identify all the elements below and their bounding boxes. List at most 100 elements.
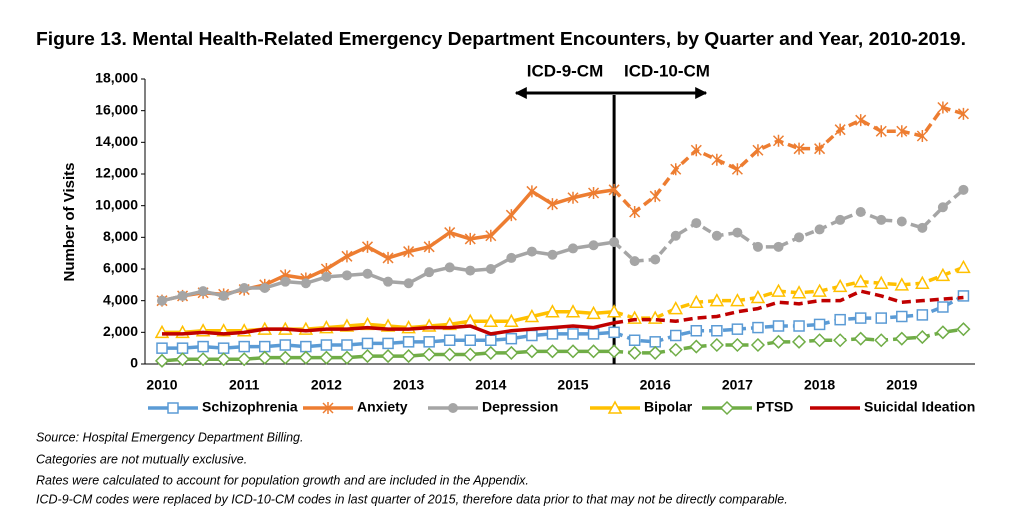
- legend-marker: [719, 400, 735, 416]
- point: [339, 350, 355, 365]
- point: [157, 295, 167, 306]
- x-tick-label: 2015: [557, 377, 588, 393]
- point: [382, 251, 394, 264]
- point: [771, 334, 786, 349]
- note: Source: Hospital Emergency Department Bi…: [36, 430, 303, 444]
- point: [216, 352, 231, 367]
- legend-label: Anxiety: [357, 399, 408, 415]
- point: [298, 350, 313, 365]
- point: [526, 185, 538, 198]
- point: [833, 333, 848, 348]
- point: [609, 237, 620, 248]
- point: [423, 240, 435, 253]
- note: Categories are not mutually exclusive.: [36, 452, 247, 466]
- point: [814, 224, 825, 235]
- series-line: [612, 105, 964, 214]
- point: [627, 345, 642, 360]
- point: [896, 125, 908, 138]
- point: [791, 285, 807, 299]
- x-tick-label: 2018: [804, 377, 835, 393]
- point: [711, 230, 722, 241]
- point: [772, 134, 785, 147]
- point: [607, 344, 622, 359]
- point: [341, 270, 352, 281]
- point: [874, 333, 889, 348]
- point: [300, 340, 312, 353]
- point: [177, 290, 188, 301]
- point: [689, 339, 704, 354]
- point: [711, 153, 723, 166]
- point: [545, 304, 560, 318]
- point: [547, 249, 558, 260]
- point: [423, 336, 435, 348]
- point: [403, 278, 414, 289]
- point: [565, 344, 581, 359]
- point: [709, 337, 724, 353]
- point: [608, 183, 620, 196]
- y-tick-label: 18,000: [95, 70, 138, 86]
- point: [956, 322, 971, 337]
- point: [360, 349, 375, 364]
- y-tick-label: 8,000: [103, 228, 138, 244]
- point: [793, 320, 805, 332]
- point: [154, 353, 170, 368]
- point: [834, 123, 846, 136]
- point: [545, 344, 560, 359]
- y-tick-label: 4,000: [103, 291, 138, 307]
- x-tick-label: 2011: [229, 377, 260, 393]
- point: [690, 144, 702, 157]
- series-line: [613, 289, 964, 325]
- point: [259, 340, 271, 353]
- point: [465, 265, 476, 276]
- y-tick-label: 14,000: [95, 133, 138, 149]
- point: [834, 313, 846, 326]
- point: [915, 275, 930, 289]
- point: [319, 350, 334, 365]
- point: [958, 184, 969, 195]
- point: [424, 267, 435, 278]
- series-line: [613, 327, 964, 355]
- point: [196, 352, 211, 367]
- point: [711, 325, 723, 337]
- point: [444, 226, 456, 239]
- point: [935, 325, 950, 340]
- point: [586, 344, 601, 359]
- point: [917, 222, 928, 233]
- point: [402, 336, 415, 348]
- point: [813, 318, 826, 331]
- x-tick-label: 2012: [311, 377, 342, 393]
- point: [444, 262, 455, 273]
- point: [506, 252, 517, 263]
- x-tick-label: 2019: [886, 377, 917, 393]
- point: [875, 312, 887, 324]
- point: [855, 114, 867, 127]
- point: [257, 350, 272, 365]
- point: [875, 125, 887, 138]
- legend-marker: [322, 402, 334, 414]
- point: [278, 350, 293, 365]
- legend-marker: [607, 400, 623, 414]
- point: [916, 309, 929, 321]
- y-tick-label: 16,000: [95, 101, 138, 117]
- point: [772, 320, 785, 332]
- note: Rates were calculated to account for pop…: [36, 473, 529, 487]
- point: [814, 142, 826, 155]
- point: [771, 283, 786, 297]
- point: [794, 232, 805, 243]
- series-line: [612, 188, 965, 263]
- y-tick-label: 2,000: [103, 323, 138, 339]
- point: [854, 312, 867, 324]
- point: [957, 107, 969, 120]
- point: [464, 232, 476, 245]
- y-tick-label: 6,000: [103, 260, 138, 276]
- point: [383, 276, 394, 287]
- annotation: ICD-9-CM: [527, 61, 604, 80]
- point: [730, 293, 745, 307]
- x-tick-label: 2017: [722, 377, 753, 393]
- point: [483, 345, 498, 360]
- point: [341, 250, 353, 263]
- point: [565, 304, 581, 318]
- legend-label: Depression: [482, 399, 558, 415]
- point: [752, 241, 763, 252]
- point: [937, 101, 949, 114]
